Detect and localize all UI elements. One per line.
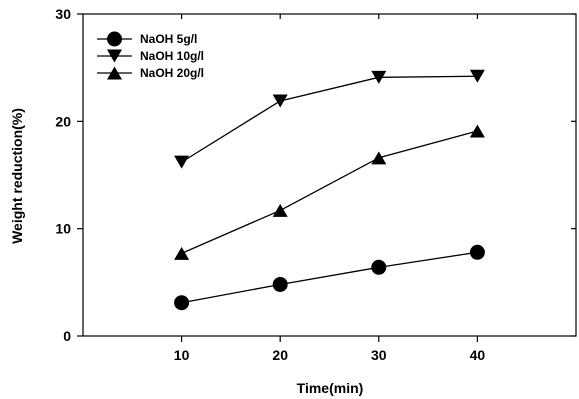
y-tick-label: 10: [55, 221, 71, 237]
legend: NaOH 5g/l NaOH 10g/l NaOH 20g/l: [97, 32, 204, 81]
legend-entry: NaOH 5g/l: [97, 32, 197, 47]
data-point: [174, 295, 189, 310]
x-axis-ticks: 10 20 30 40: [174, 14, 486, 363]
series-layer: [174, 70, 485, 310]
legend-label: NaOH 5g/l: [140, 32, 197, 46]
y-tick-label: 0: [63, 328, 71, 344]
legend-entry: NaOH 10g/l: [97, 49, 204, 63]
y-tick-label: 30: [55, 6, 71, 22]
data-point: [470, 245, 485, 260]
data-point: [371, 151, 386, 164]
data-point: [470, 124, 485, 137]
series-line: [182, 252, 478, 302]
legend-label: NaOH 10g/l: [140, 49, 204, 63]
series-2: [174, 70, 485, 169]
data-point: [273, 277, 288, 292]
data-point: [371, 260, 386, 275]
series-line: [182, 76, 478, 162]
legend-marker: [107, 32, 122, 47]
legend-entry: NaOH 20g/l: [97, 66, 204, 80]
x-tick-label: 20: [272, 347, 288, 363]
series-1: [174, 245, 485, 310]
data-point: [174, 247, 189, 260]
series-3: [174, 124, 485, 259]
legend-label: NaOH 20g/l: [140, 66, 204, 80]
data-point: [273, 204, 288, 217]
data-point: [273, 94, 288, 107]
y-tick-label: 20: [55, 113, 71, 129]
x-tick-label: 30: [371, 347, 387, 363]
series-line: [182, 131, 478, 253]
x-tick-label: 40: [470, 347, 486, 363]
y-axis-ticks: 0 10 20 30: [55, 6, 576, 344]
data-point: [174, 156, 189, 169]
y-axis-title: Weight reduction(%): [9, 108, 25, 244]
x-tick-label: 10: [174, 347, 190, 363]
x-axis-title: Time(min): [297, 380, 364, 396]
